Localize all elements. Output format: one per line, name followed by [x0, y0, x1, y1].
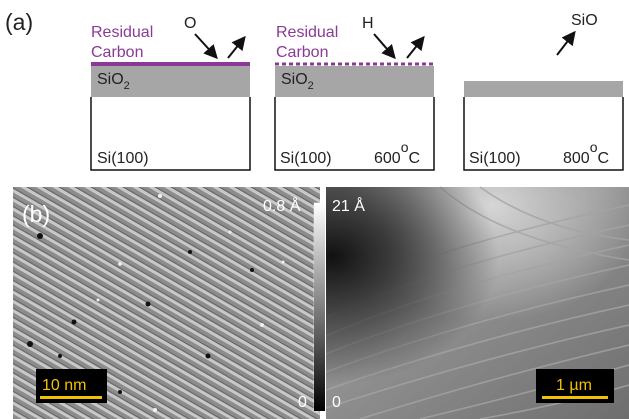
step1-oxide-label: SiO2: [97, 71, 130, 92]
step2-substrate-box: [274, 97, 435, 171]
step1-arrow-in: [194, 33, 218, 60]
step3-surface-layer: [464, 81, 623, 97]
left-scalebar-label: 10 nm: [42, 377, 86, 394]
step3-arrow-out: [556, 30, 576, 56]
step1-carbon-layer: [91, 62, 250, 66]
right-scale-max: 21 Å: [332, 196, 365, 215]
step2-oxide-label: SiO2: [281, 71, 314, 92]
step1-substrate-box: [90, 97, 251, 171]
panel-b-label: (b): [22, 201, 50, 227]
left-scale-min: 0: [298, 394, 307, 411]
left-scalebar: 10 nm: [36, 369, 107, 403]
step2-temperature: 600oC: [374, 139, 420, 167]
step3-temperature: 800oC: [563, 139, 609, 167]
right-scale-min: 0: [332, 394, 341, 411]
step3-diagram: SiO Si(100) 800oC: [463, 12, 624, 171]
step2-hydrogen-label: H: [362, 15, 374, 32]
step2-arrow-out: [406, 35, 425, 59]
step2-carbon-label-line2: Carbon: [276, 44, 328, 61]
step1-oxide-layer: [91, 66, 250, 97]
step3-substrate-label: Si(100): [469, 150, 521, 167]
step2-substrate-label: Si(100): [280, 150, 332, 167]
defect-spots: [27, 233, 254, 394]
step1-diagram: Residual Carbon O SiO2 Si(100): [90, 15, 251, 171]
step2-carbon-label-line1: Residual: [276, 24, 338, 41]
left-scale-max: 0.8 Å: [263, 196, 301, 215]
step1-arrow-out: [227, 35, 246, 59]
right-scalebar: 1 µm: [536, 369, 614, 403]
step3-product-label: SiO: [571, 12, 598, 29]
panel-a-label: (a): [5, 9, 33, 35]
step2-oxide-layer: [275, 66, 434, 97]
step3-substrate-box: [463, 97, 624, 171]
step1-substrate-label: Si(100): [97, 150, 149, 167]
step2-diagram: Residual Carbon H SiO2 Si(100) 600oC: [274, 15, 435, 171]
step2-arrow-in: [373, 33, 396, 60]
right-scalebar-label: 1 µm: [556, 377, 592, 394]
step1-oxygen-label: O: [184, 15, 196, 32]
step1-carbon-label-line1: Residual: [91, 24, 153, 41]
step1-carbon-label-line2: Carbon: [91, 44, 143, 61]
